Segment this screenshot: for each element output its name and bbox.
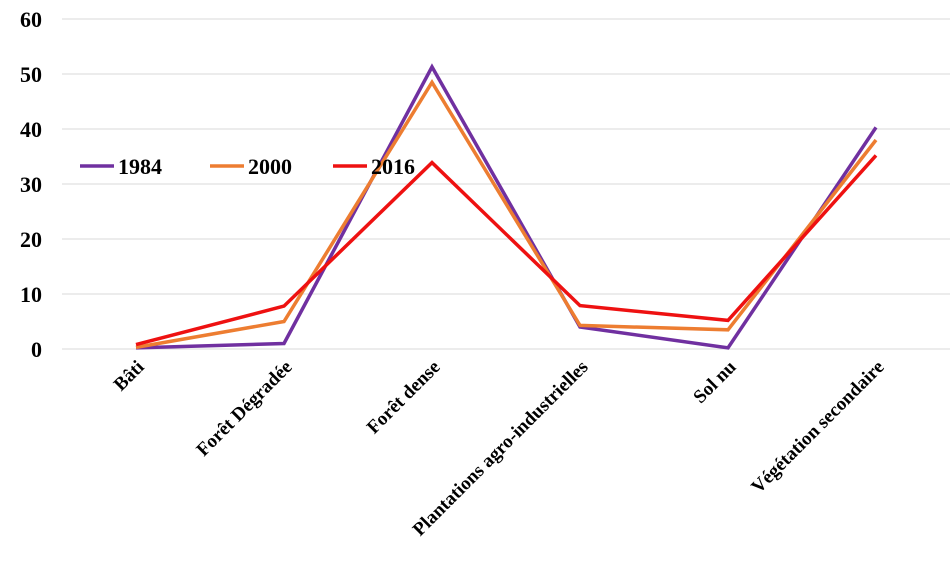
- y-tick-label: 10: [20, 282, 42, 307]
- y-axis-ticks: 0 10 20 30 40 50 60: [20, 7, 42, 362]
- x-category-label: Bâti: [110, 357, 149, 396]
- series-line-2016: [135, 154, 878, 347]
- series-lines: [135, 63, 878, 350]
- x-category-label: Forêt dense: [363, 357, 445, 439]
- x-axis-category-labels: Bâti Forêt Dégradée Forêt densePlantations…: [110, 356, 889, 540]
- series-line-2000: [135, 78, 878, 350]
- y-tick-label: 0: [31, 337, 42, 362]
- grid-layer: [62, 18, 950, 350]
- legend-label-1984: 1984: [118, 154, 162, 179]
- series-line-1984: [135, 63, 878, 350]
- legend-label-2000: 2000: [248, 154, 292, 179]
- y-tick-label: 40: [20, 117, 42, 142]
- legend-label-2016: 2016: [371, 154, 415, 179]
- y-tick-label: 30: [20, 172, 42, 197]
- y-tick-label: 20: [20, 227, 42, 252]
- x-category-label: Plantations agro-industrielles: [409, 357, 593, 541]
- y-tick-label: 60: [20, 7, 42, 32]
- x-category-label: Végétation secondaire: [747, 357, 888, 498]
- y-tick-label: 50: [20, 62, 42, 87]
- x-category-label: Forêt Dégradée: [193, 357, 297, 461]
- x-category-label: Sol nu: [689, 356, 740, 407]
- legend: 1984 2000 2016: [80, 154, 415, 179]
